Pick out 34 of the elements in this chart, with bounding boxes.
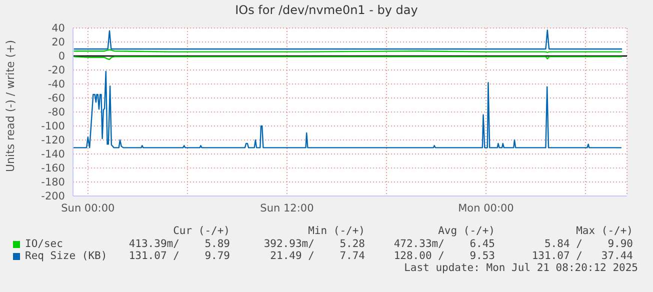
text: 392.93m/ 5.28 (264, 238, 365, 250)
y-tick-label: -140 (41, 148, 65, 161)
y-tick-label: -200 (41, 190, 65, 203)
y-axis-title: Units read (-) / write (+) (4, 40, 17, 172)
y-tick-label: -160 (41, 162, 65, 175)
x-tick-label: Sun 12:00 (260, 202, 314, 214)
x-tick-label: Sun 00:00 (61, 202, 115, 214)
legend-label: IO/sec (25, 238, 63, 250)
legend-label: Req Size (KB) (25, 250, 108, 262)
text: 472.33m/ 6.45 (394, 238, 495, 250)
text: Cur (-/+) (173, 225, 230, 237)
y-tick-label: 20 (52, 36, 65, 49)
text: 413.39m/ 5.89 (128, 238, 230, 250)
y-tick-label: -20 (48, 64, 65, 77)
line-series (73, 70, 622, 148)
chart-title: IOs for /dev/nvme0n1 - by day (234, 3, 419, 17)
y-tick-label: -100 (41, 120, 65, 133)
text: 21.49 / 7.74 (270, 250, 365, 262)
y-tick-label: 0 (58, 50, 65, 63)
y-tick-label: -60 (48, 92, 65, 105)
text: 128.00 / 9.53 (394, 250, 495, 262)
x-tick-label: Mon 00:00 (458, 202, 514, 214)
text: 131.07 / 37.44 (532, 250, 633, 262)
text: Avg (-/+) (438, 225, 495, 237)
text: 131.07 / 9.79 (128, 250, 230, 262)
text: Max (-/+) (576, 225, 633, 237)
text: Last update: Mon Jul 21 08:20:12 2025 (404, 262, 638, 274)
y-tick-label: -120 (41, 134, 65, 147)
text: 5.84 / 9.90 (544, 238, 633, 250)
y-tick-label: -40 (48, 78, 65, 91)
y-tick-label: -80 (48, 106, 65, 119)
y-tick-label: -180 (41, 176, 65, 189)
text: Min (-/+) (308, 225, 365, 237)
y-tick-label: 40 (52, 22, 65, 35)
